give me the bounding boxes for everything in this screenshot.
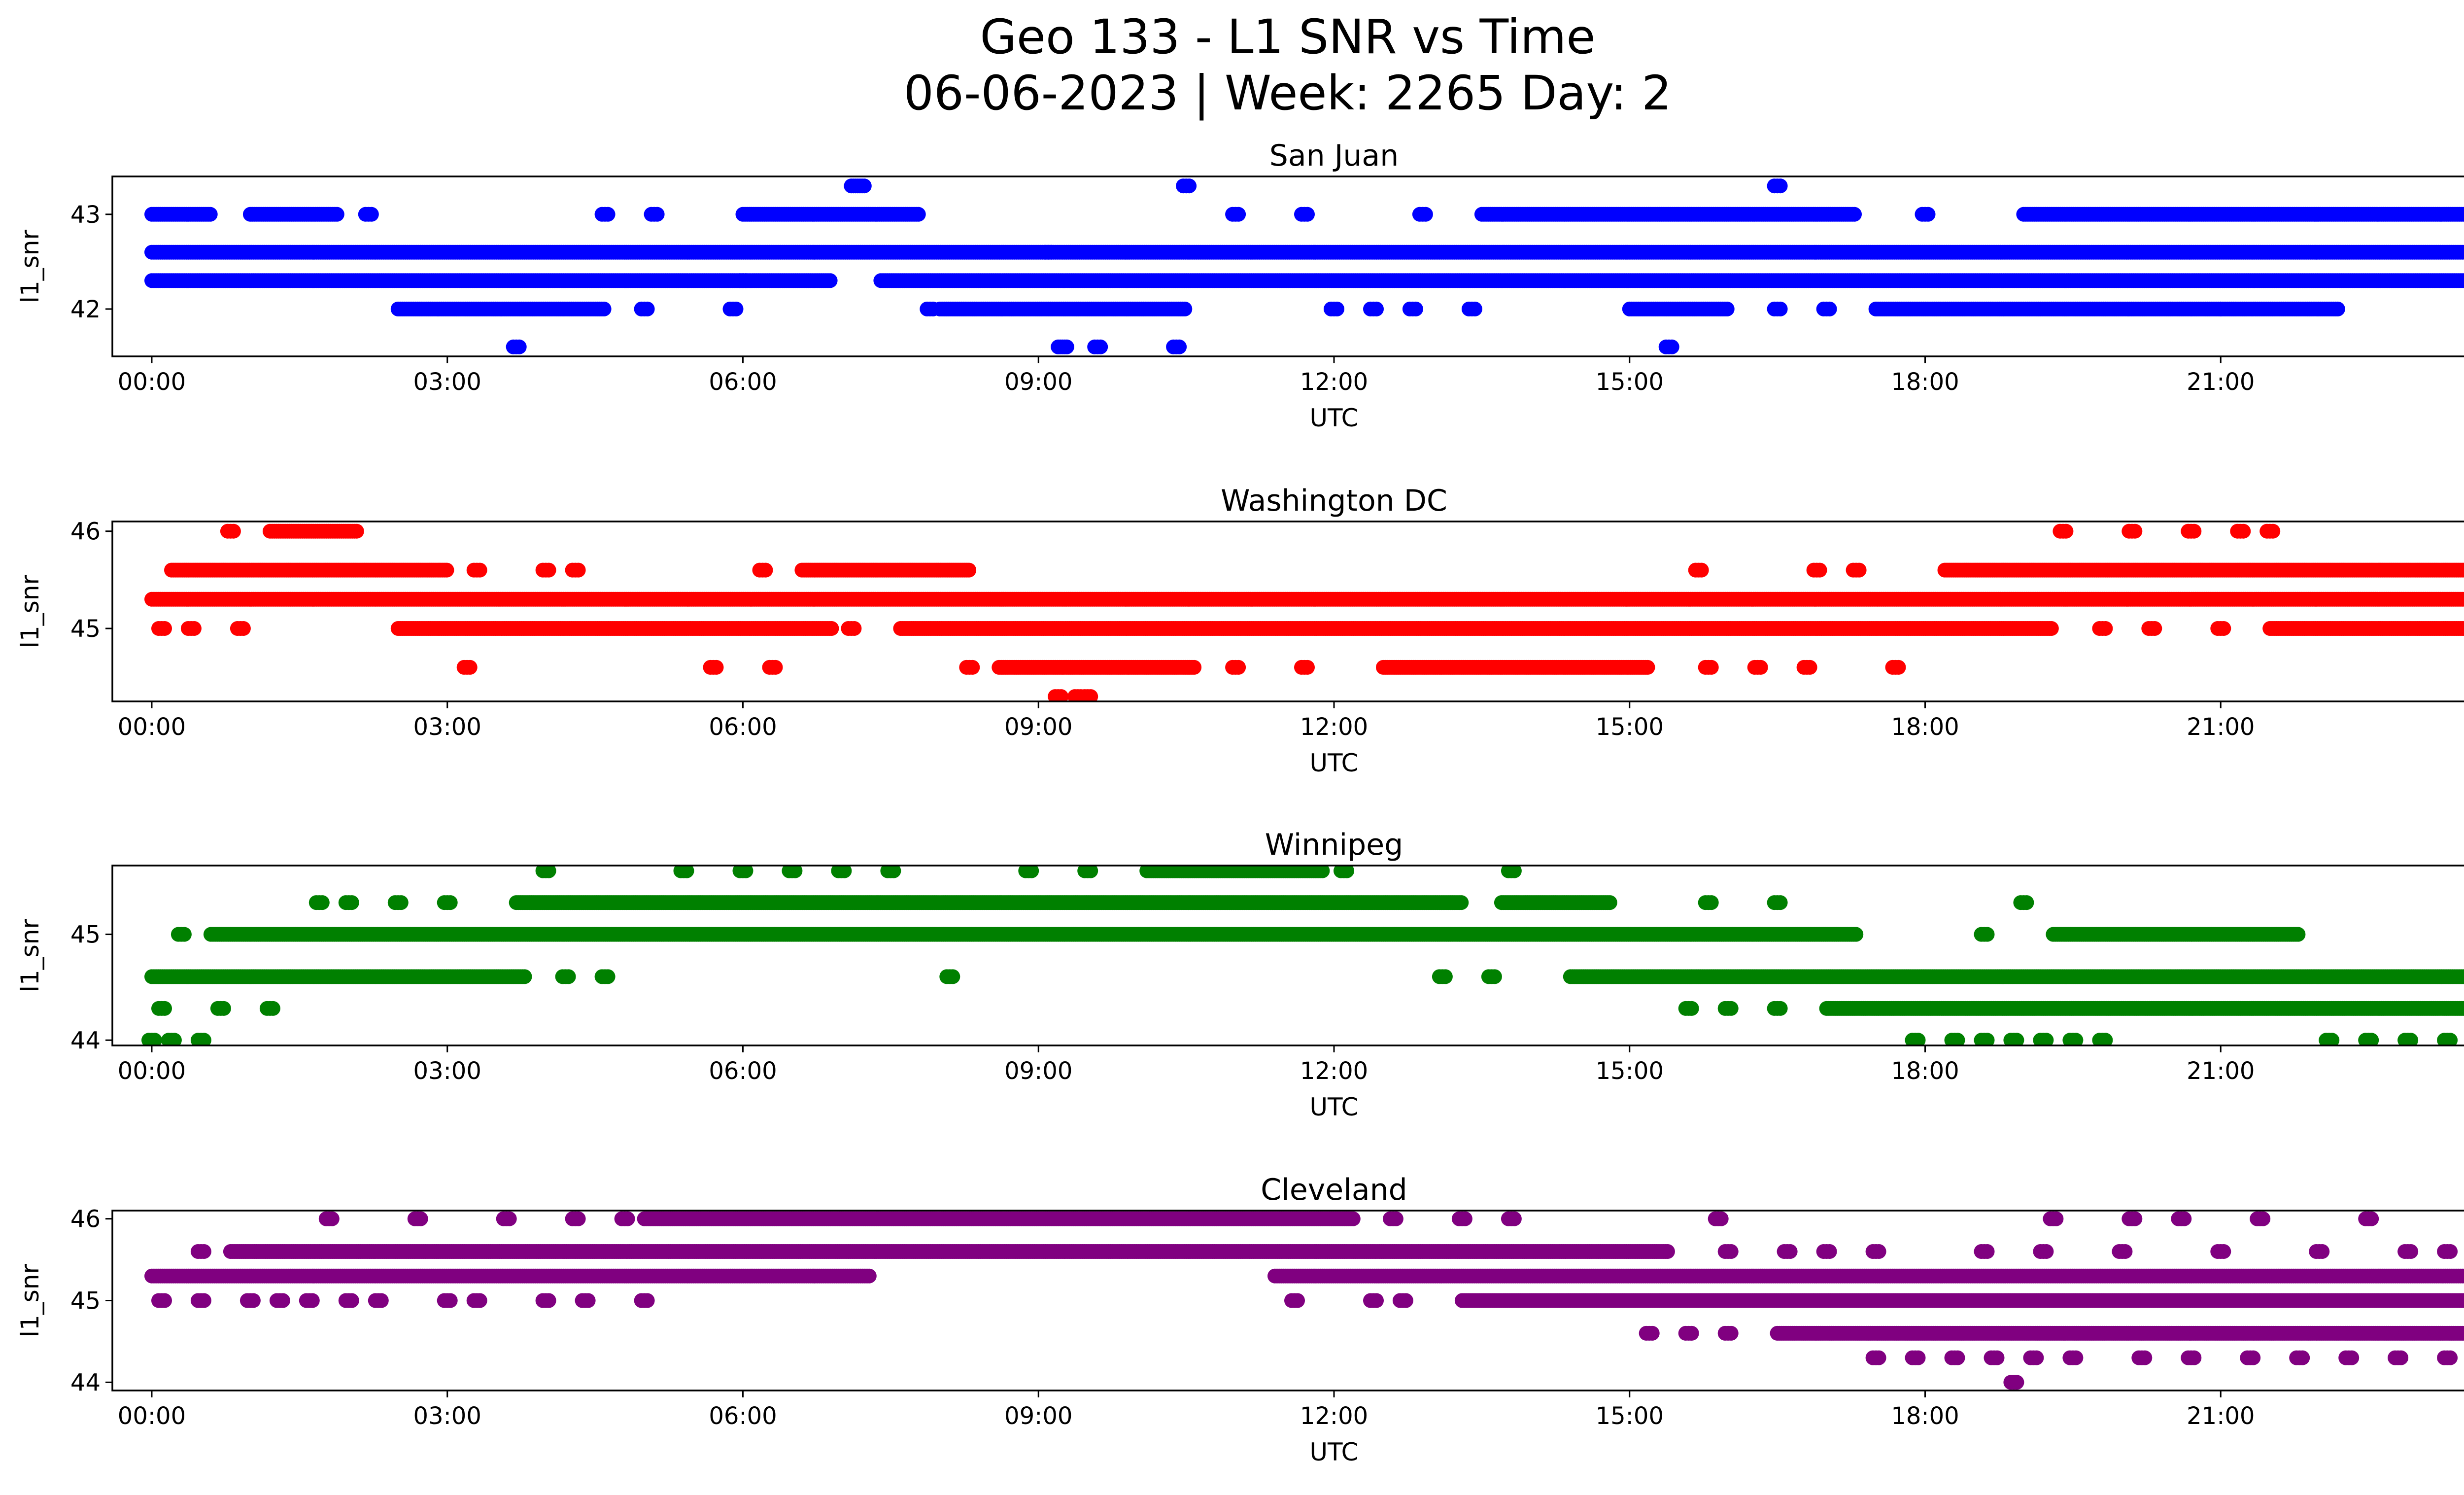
y-tick-label: 43 — [70, 201, 101, 229]
scatter-point — [1059, 339, 1074, 354]
y-tick-label: 42 — [70, 296, 101, 323]
scatter-point — [1093, 339, 1108, 354]
subplot-san-juan: San Juan 00:00 03:00 06:00 09:00 12:00 15:00 18… — [16, 139, 2464, 432]
scatter-point — [1773, 301, 1788, 316]
scatter-point — [1177, 301, 1193, 316]
scatter-point — [1418, 207, 1433, 222]
scatter-point — [1408, 301, 1423, 316]
scatter-point — [650, 207, 665, 222]
scatter-point — [1773, 178, 1788, 194]
subplot-title: Washington DC — [1221, 484, 1447, 518]
scatter-point — [824, 621, 839, 636]
figure-title-line-1: Geo 133 - L1 SNR vs Time — [980, 9, 1596, 65]
scatter-point — [1231, 207, 1246, 222]
scatter-point — [911, 207, 926, 222]
scatter-point — [2458, 207, 2464, 222]
scatter-point — [728, 301, 744, 316]
scatter-point — [1182, 178, 1197, 194]
axes-frame — [111, 175, 2464, 357]
scatter-points — [144, 178, 2464, 354]
scatter-point — [1172, 339, 1187, 354]
scatter-point — [1330, 301, 1344, 316]
scatter-point — [1847, 207, 1862, 222]
subplot-title: San Juan — [1269, 139, 1399, 173]
x-tick-label: 03:00 — [413, 368, 481, 396]
x-tick-label: 09:00 — [1004, 368, 1072, 396]
scatter-point — [1369, 301, 1384, 316]
scatter-point — [329, 207, 344, 222]
x-tick-label: 00:00 — [118, 368, 186, 396]
scatter-point — [2461, 246, 2464, 258]
y-axis-label: l1_snr — [16, 230, 44, 303]
scatter-point — [738, 273, 753, 288]
scatter-point — [856, 178, 872, 194]
x-tick-label: 18:00 — [1891, 368, 1959, 396]
scatter-point — [925, 301, 941, 316]
scatter-point — [1044, 244, 1059, 260]
x-tick-label: 06:00 — [709, 368, 777, 396]
scatter-points — [144, 523, 2464, 701]
scatter-point — [600, 207, 616, 222]
scatter-point — [2462, 276, 2464, 286]
scatter-point — [1664, 339, 1679, 354]
scatter-point — [596, 301, 612, 316]
scatter-point — [1467, 301, 1482, 316]
x-tick-label: 15:00 — [1596, 368, 1664, 396]
figure-title-line-2: 06-06-2023 | Week: 2265 Day: 2 — [903, 66, 1672, 121]
scatter-point — [1300, 207, 1315, 222]
scatter-point — [1719, 301, 1735, 316]
scatter-point — [2330, 301, 2345, 316]
scatter-point — [512, 339, 527, 354]
x-tick-label: 12:00 — [1300, 368, 1368, 396]
scatter-point — [203, 207, 218, 222]
x-tick-label: 21:00 — [2187, 368, 2255, 396]
scatter-point — [1822, 301, 1837, 316]
scatter-point — [822, 273, 838, 288]
figure-title: Geo 133 - L1 SNR vs Time 06-06-2023 | We… — [0, 9, 2464, 121]
x-axis-label: UTC — [1309, 404, 1358, 432]
scatter-point — [1920, 207, 1936, 222]
scatter-point — [640, 301, 655, 316]
scatter-point — [364, 207, 379, 222]
